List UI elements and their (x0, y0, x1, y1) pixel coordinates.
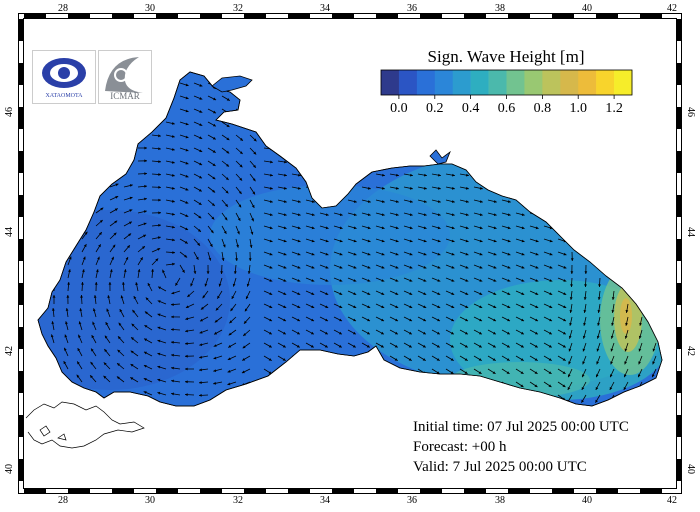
sea-area (0, 72, 700, 406)
azov-inlet (212, 76, 252, 92)
wave-arrow (292, 356, 300, 361)
lon-label-bottom: 28 (58, 495, 68, 506)
lat-label-left: 44 (4, 227, 15, 237)
colorbar-swatch (417, 70, 435, 95)
colorbar-swatch (435, 70, 453, 95)
wave-field-mid (210, 185, 450, 285)
lon-label-bottom: 32 (233, 495, 243, 506)
lon-label-top: 32 (233, 3, 243, 14)
colorbar-tick-label: 0.6 (498, 101, 516, 116)
colorbar-swatch (453, 70, 471, 95)
colorbar-swatch (507, 70, 525, 95)
lat-label-left: 46 (4, 107, 15, 117)
lon-label-top: 34 (320, 3, 330, 14)
lon-label-bottom: 36 (407, 495, 417, 506)
lon-label-top: 40 (582, 3, 592, 14)
lon-label-bottom: 38 (495, 495, 505, 506)
wave-field-south (450, 362, 590, 398)
forecast-hour: Forecast: +00 h (413, 439, 506, 456)
colorbar-title: Sign. Wave Height [m] (380, 47, 632, 67)
longitude-labels-top: 28 30 32 34 36 38 40 42 (58, 3, 677, 14)
wave-field-west (0, 210, 230, 390)
colorbar-tick-label: 1.2 (605, 101, 623, 116)
kerch-inlet (430, 150, 450, 164)
lon-label-top: 36 (407, 3, 417, 14)
colorbar (381, 70, 632, 95)
latitude-labels-left: 40 42 44 46 (4, 107, 15, 474)
colorbar-tick-label: 0.8 (534, 101, 552, 116)
colorbar-tick-labels: 0.0 0.2 0.4 0.6 0.8 1.0 1.2 (390, 95, 623, 116)
lat-label-right: 44 (685, 227, 696, 237)
logo-right: ICMAR (98, 50, 152, 104)
lat-label-left: 40 (4, 464, 15, 474)
logo-left-text: XATAOMOTA (45, 93, 83, 99)
lat-label-right: 46 (685, 107, 696, 117)
colorbar-tick-label: 0.0 (390, 101, 408, 116)
colorbar-swatch (614, 70, 632, 95)
logo-right-text: ICMAR (110, 91, 140, 101)
lon-label-top: 38 (495, 3, 505, 14)
lon-label-top: 28 (58, 3, 68, 14)
lon-label-top: 30 (145, 3, 155, 14)
colorbar-swatch (542, 70, 560, 95)
lon-label-bottom: 34 (320, 495, 330, 506)
lat-label-left: 42 (4, 346, 15, 356)
lat-label-right: 40 (685, 464, 696, 474)
colorbar-swatch (471, 70, 489, 95)
colorbar-tick-label: 1.0 (569, 101, 587, 116)
colorbar-swatch (381, 70, 399, 95)
lon-label-bottom: 42 (667, 495, 677, 506)
colorbar-swatch (578, 70, 596, 95)
colorbar-tick-label: 0.2 (426, 101, 444, 116)
colorbar-swatch (596, 70, 614, 95)
lon-label-bottom: 30 (145, 495, 155, 506)
lon-label-top: 42 (667, 3, 677, 14)
colorbar-swatch (489, 70, 507, 95)
lat-label-right: 42 (685, 346, 696, 356)
lon-label-bottom: 40 (582, 495, 592, 506)
wave-field-core (620, 298, 632, 334)
colorbar-swatch (560, 70, 578, 95)
colorbar-swatch (399, 70, 417, 95)
latitude-labels-right: 40 42 44 46 (685, 107, 696, 474)
longitude-labels-bottom: 28 30 32 34 36 38 40 42 (58, 495, 677, 506)
wave-arrow (236, 109, 243, 114)
logo-left: XATAOMOTA (32, 50, 96, 104)
initial-time: Initial time: 07 Jul 2025 00:00 UTC (413, 419, 629, 436)
valid-time: Valid: 7 Jul 2025 00:00 UTC (413, 459, 587, 476)
marmara-coastline (26, 402, 144, 448)
colorbar-swatch (524, 70, 542, 95)
colorbar-tick-label: 0.4 (462, 101, 480, 116)
